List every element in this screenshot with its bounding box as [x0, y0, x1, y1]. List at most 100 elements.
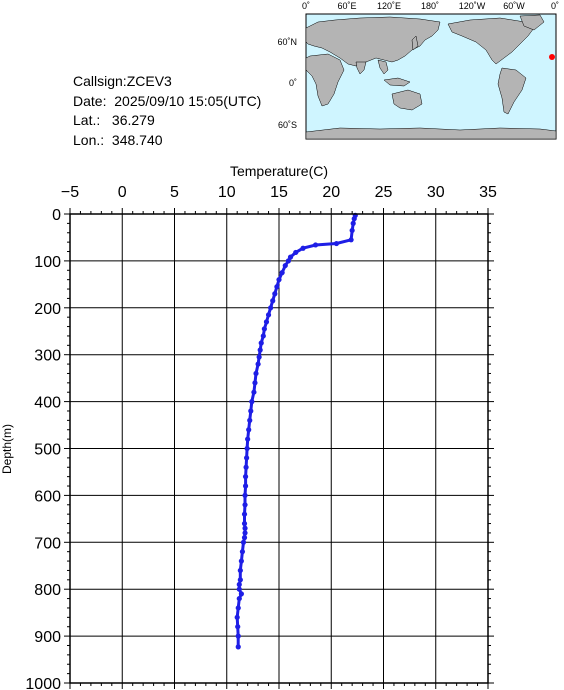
data-point [240, 539, 247, 545]
chart-tick-labels: −5 0 5 10 15 20 25 30 35010020030040050060070080… [25, 184, 497, 690]
y-tick-label: 1000 [25, 676, 61, 690]
lat-label: Lat.: [73, 112, 101, 128]
map-lon-label-120e: 120˚E [377, 1, 401, 11]
y-tick-label: 300 [34, 348, 61, 365]
date-value: 2025/09/10 15:05(UTC) [114, 92, 262, 109]
data-point [235, 644, 241, 650]
map-lon-label-60e: 60˚E [337, 1, 356, 11]
data-point [251, 389, 257, 395]
lat-row: Lat.: 36.279 [73, 111, 261, 131]
callsign-label: Callsign: [73, 73, 127, 89]
x-tick-label: 15 [270, 184, 288, 201]
data-point [238, 558, 244, 564]
data-point [239, 549, 246, 555]
date-row: Date: 2025/09/10 15:05(UTC) [73, 92, 261, 112]
chart-data-points [234, 212, 358, 650]
map-lat-label-0: 0˚ [289, 78, 297, 88]
data-point [268, 305, 274, 311]
data-point [272, 291, 278, 297]
data-point [241, 520, 248, 527]
temperature-profile-line [235, 214, 357, 647]
data-point [244, 445, 250, 452]
x-tick-label: 20 [322, 184, 340, 201]
lon-value: 348.740 [111, 131, 163, 148]
station-info: Callsign:ZCEV3 Date: 2025/09/10 15:05(UT… [73, 72, 261, 150]
data-point [242, 502, 248, 508]
antarctica-landmass [305, 127, 557, 140]
y-axis-label: Depth(m) [0, 424, 14, 474]
data-point [242, 530, 248, 536]
lon-row: Lon.: 348.740 [73, 131, 261, 151]
africa-landmass [305, 53, 345, 107]
y-tick-label: 600 [34, 488, 61, 505]
data-point [253, 370, 259, 377]
data-point [236, 595, 242, 602]
data-point [252, 380, 258, 386]
data-point [234, 614, 240, 620]
japan-islands [411, 35, 419, 51]
data-point [243, 464, 249, 470]
north-america-landmass [447, 17, 535, 65]
plot-frame [69, 213, 489, 684]
map-lon-label-180: 180˚ [421, 1, 439, 11]
callsign-value: ZCEV3 [126, 73, 172, 89]
x-tick-label: 5 [170, 184, 179, 201]
data-point [242, 525, 248, 531]
data-point [242, 483, 249, 489]
data-point [350, 220, 356, 226]
data-point [263, 319, 270, 325]
data-point [235, 633, 241, 639]
x-axis-label: Temperature(C) [230, 163, 328, 179]
data-point [265, 312, 272, 318]
data-point [237, 577, 243, 583]
y-tick-label: 200 [34, 301, 61, 318]
data-point [348, 237, 354, 243]
data-point [349, 227, 355, 234]
data-point [279, 270, 285, 276]
data-point [257, 347, 263, 353]
data-point [242, 492, 248, 498]
map-top-labels: 0˚ 60˚E 120˚E 180˚ 120˚W 60˚W 0˚ [302, 1, 559, 11]
data-point [241, 511, 248, 517]
data-point [270, 298, 276, 304]
data-point [312, 242, 319, 248]
data-point [261, 326, 267, 332]
data-point [244, 455, 250, 461]
x-tick-label: 25 [375, 184, 393, 201]
x-tick-label: −5 [61, 184, 79, 201]
data-point [249, 399, 255, 405]
y-tick-label: 100 [34, 254, 61, 271]
y-tick-label: 0 [52, 207, 61, 224]
data-point [276, 277, 282, 283]
lon-label: Lon.: [73, 131, 105, 148]
india-peninsula [355, 61, 367, 75]
data-point [237, 567, 243, 574]
data-point [351, 216, 357, 222]
map-lon-label-0: 0˚ [302, 1, 310, 11]
data-point [285, 258, 292, 264]
data-point [255, 361, 261, 367]
south-america-landmass [497, 67, 527, 115]
data-point [247, 417, 253, 423]
map-left-labels: 60˚N 0˚ 60˚S [277, 37, 297, 130]
data-point [235, 605, 241, 611]
data-point [241, 535, 248, 541]
map-land [305, 14, 557, 140]
eurasia-landmass [305, 16, 441, 67]
x-tick-label: 0 [118, 184, 127, 201]
data-point [236, 586, 242, 592]
data-point [293, 249, 299, 256]
data-point [248, 408, 254, 414]
map-lat-label-60s: 60˚S [278, 120, 297, 130]
y-tick-label: 700 [34, 535, 61, 552]
date-label: Date: [73, 92, 107, 109]
data-point [300, 245, 306, 251]
data-point [256, 354, 262, 360]
map-lon-label-0-end: 0˚ [551, 1, 559, 11]
data-point [238, 591, 244, 597]
y-tick-label: 900 [34, 629, 61, 646]
data-point [282, 262, 288, 269]
callsign-row: Callsign:ZCEV3 [73, 72, 261, 92]
data-point [236, 581, 242, 588]
